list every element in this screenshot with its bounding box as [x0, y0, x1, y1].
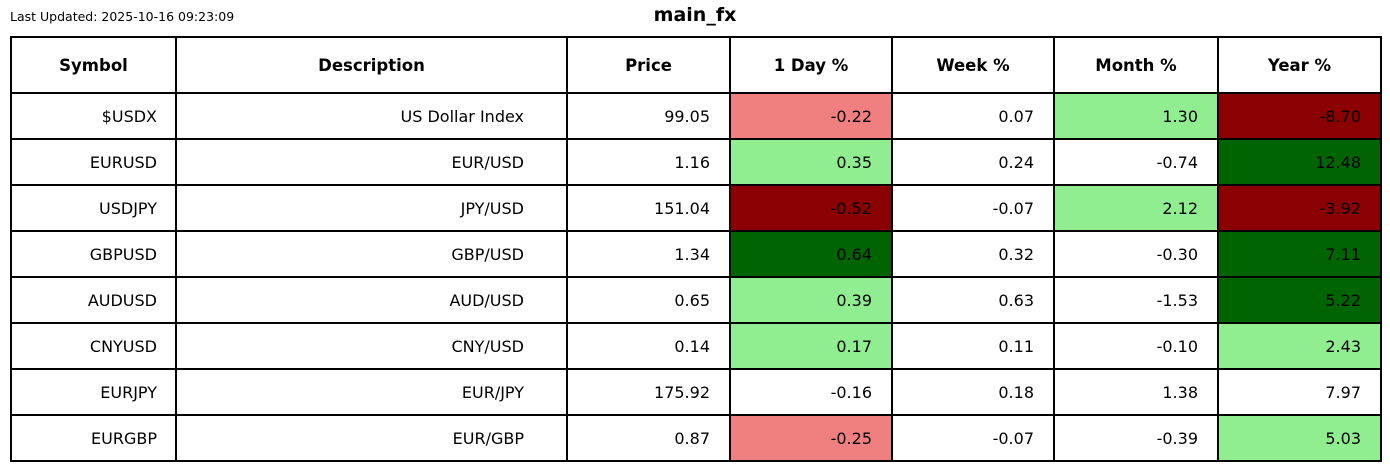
cell-week: -0.07 — [891, 184, 1055, 232]
cell-year: -3.92 — [1217, 184, 1382, 232]
cell-week: 0.32 — [891, 230, 1055, 278]
cell-description: EUR/USD — [175, 138, 568, 186]
cell-year: 7.11 — [1217, 230, 1382, 278]
cell-price: 1.16 — [566, 138, 731, 186]
cell-description: CNY/USD — [175, 322, 568, 370]
cell-month: -0.39 — [1053, 414, 1219, 462]
col-header-year: Year % — [1217, 36, 1382, 94]
table-row: AUDUSD AUD/USD 0.65 0.39 0.63 -1.53 5.22 — [10, 276, 1382, 324]
cell-symbol: EURUSD — [10, 138, 177, 186]
cell-1day: 0.17 — [729, 322, 893, 370]
cell-week: 0.18 — [891, 368, 1055, 416]
cell-year: 12.48 — [1217, 138, 1382, 186]
cell-year: 5.22 — [1217, 276, 1382, 324]
cell-month: 1.38 — [1053, 368, 1219, 416]
cell-price: 0.14 — [566, 322, 731, 370]
col-header-price: Price — [566, 36, 731, 94]
cell-symbol: GBPUSD — [10, 230, 177, 278]
cell-1day: -0.25 — [729, 414, 893, 462]
col-header-week: Week % — [891, 36, 1055, 94]
cell-price: 0.87 — [566, 414, 731, 462]
cell-description: JPY/USD — [175, 184, 568, 232]
table-row: EURJPY EUR/JPY 175.92 -0.16 0.18 1.38 7.… — [10, 368, 1382, 416]
cell-month: 1.30 — [1053, 92, 1219, 140]
page-title: main_fx — [653, 4, 737, 26]
cell-symbol: $USDX — [10, 92, 177, 140]
cell-price: 151.04 — [566, 184, 731, 232]
cell-symbol: EURJPY — [10, 368, 177, 416]
table-row: $USDX US Dollar Index 99.05 -0.22 0.07 1… — [10, 92, 1382, 140]
last-updated-timestamp: Last Updated: 2025-10-16 09:23:09 — [10, 9, 235, 24]
cell-month: -1.53 — [1053, 276, 1219, 324]
cell-month: -0.30 — [1053, 230, 1219, 278]
cell-description: US Dollar Index — [175, 92, 568, 140]
col-header-symbol: Symbol — [10, 36, 177, 94]
cell-symbol: USDJPY — [10, 184, 177, 232]
cell-price: 175.92 — [566, 368, 731, 416]
cell-year: -8.70 — [1217, 92, 1382, 140]
fx-table: Symbol Description Price 1 Day % Week % … — [10, 36, 1382, 462]
table-row: GBPUSD GBP/USD 1.34 0.64 0.32 -0.30 7.11 — [10, 230, 1382, 278]
cell-1day: -0.52 — [729, 184, 893, 232]
cell-1day: -0.16 — [729, 368, 893, 416]
col-header-month: Month % — [1053, 36, 1219, 94]
cell-description: EUR/JPY — [175, 368, 568, 416]
cell-year: 7.97 — [1217, 368, 1382, 416]
cell-symbol: EURGBP — [10, 414, 177, 462]
cell-symbol: AUDUSD — [10, 276, 177, 324]
table-row: USDJPY JPY/USD 151.04 -0.52 -0.07 2.12 -… — [10, 184, 1382, 232]
table-row: EURUSD EUR/USD 1.16 0.35 0.24 -0.74 12.4… — [10, 138, 1382, 186]
cell-symbol: CNYUSD — [10, 322, 177, 370]
cell-month: -0.74 — [1053, 138, 1219, 186]
cell-week: -0.07 — [891, 414, 1055, 462]
cell-1day: 0.64 — [729, 230, 893, 278]
cell-price: 1.34 — [566, 230, 731, 278]
cell-month: -0.10 — [1053, 322, 1219, 370]
cell-week: 0.63 — [891, 276, 1055, 324]
table-row: CNYUSD CNY/USD 0.14 0.17 0.11 -0.10 2.43 — [10, 322, 1382, 370]
cell-description: AUD/USD — [175, 276, 568, 324]
col-header-description: Description — [175, 36, 568, 94]
cell-price: 99.05 — [566, 92, 731, 140]
cell-week: 0.07 — [891, 92, 1055, 140]
cell-month: 2.12 — [1053, 184, 1219, 232]
table-header-row: Symbol Description Price 1 Day % Week % … — [10, 36, 1382, 94]
cell-1day: 0.39 — [729, 276, 893, 324]
col-header-1day: 1 Day % — [729, 36, 893, 94]
cell-week: 0.24 — [891, 138, 1055, 186]
cell-week: 0.11 — [891, 322, 1055, 370]
cell-price: 0.65 — [566, 276, 731, 324]
cell-description: GBP/USD — [175, 230, 568, 278]
table-row: EURGBP EUR/GBP 0.87 -0.25 -0.07 -0.39 5.… — [10, 414, 1382, 462]
cell-year: 2.43 — [1217, 322, 1382, 370]
cell-1day: -0.22 — [729, 92, 893, 140]
cell-1day: 0.35 — [729, 138, 893, 186]
cell-year: 5.03 — [1217, 414, 1382, 462]
cell-description: EUR/GBP — [175, 414, 568, 462]
